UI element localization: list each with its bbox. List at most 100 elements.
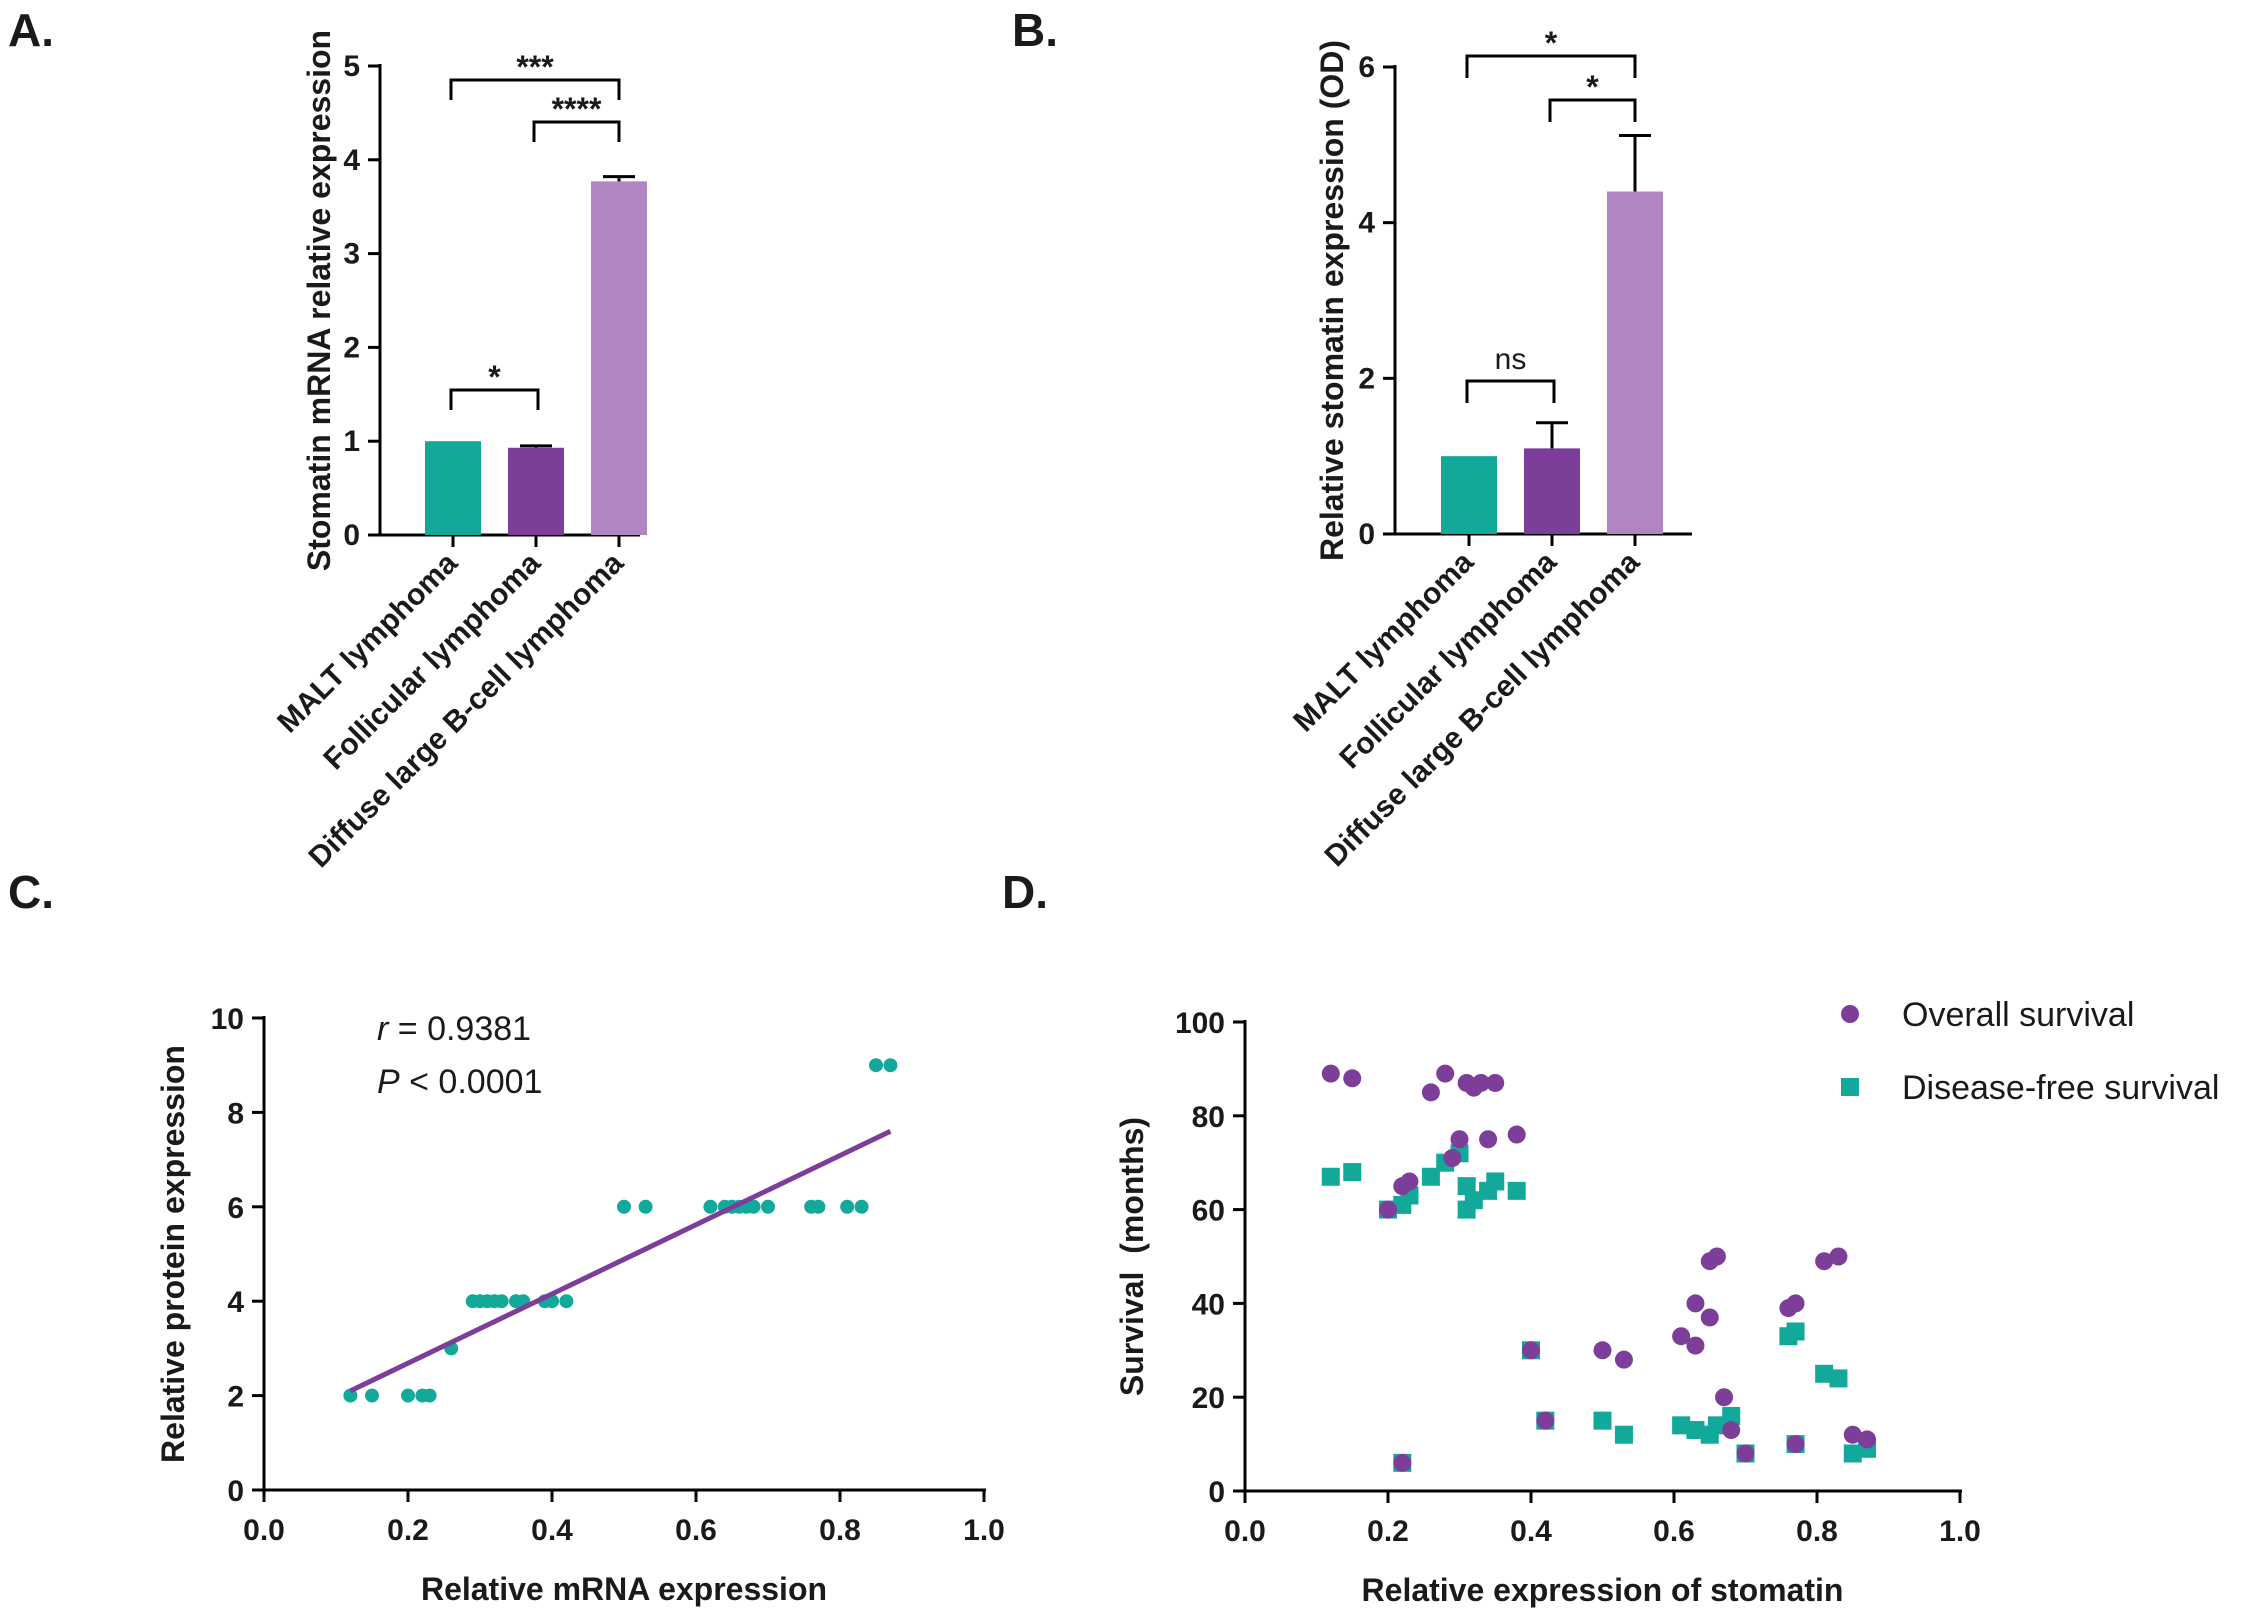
- legend-marker-dfs: [1841, 1078, 1859, 1096]
- data-point: [840, 1199, 855, 1214]
- data-point: [869, 1058, 883, 1073]
- y-axis-title: Relative stomatin expression (OD): [1314, 40, 1350, 561]
- os-point: [1536, 1411, 1555, 1430]
- x-tick-label: 0.8: [819, 1514, 861, 1547]
- correlation-r: r = 0.9381: [377, 1010, 531, 1048]
- panel-label-a: A.: [8, 4, 54, 56]
- significance-label: *: [1586, 69, 1599, 105]
- panel-label-b: B.: [1012, 4, 1058, 56]
- dfs-point: [1686, 1421, 1705, 1440]
- legend-label-overall: Overall survival: [1902, 996, 2134, 1034]
- significance-bracket: [1465, 379, 1556, 403]
- bar: [425, 441, 481, 535]
- dfs-point: [1343, 1163, 1362, 1182]
- significance-bracket: [1465, 54, 1637, 78]
- p-symbol: P: [377, 1063, 400, 1101]
- category-label: Diffuse large B-cell lymphoma: [1318, 545, 1646, 873]
- os-point: [1450, 1130, 1469, 1149]
- os-point: [1393, 1453, 1412, 1472]
- bar: [1441, 456, 1497, 534]
- y-tick-label: 60: [1192, 1195, 1225, 1228]
- significance-bracket: [449, 78, 621, 100]
- chart-d-survival-scatter: 0.0 0.2 0.4 0.6 0.8 1.0 0 20 40 60 80 100 Relative e…: [1114, 996, 2219, 1608]
- significance-label: *: [1545, 25, 1558, 61]
- y-tick-label: 1: [343, 425, 360, 458]
- data-point: [761, 1199, 775, 1214]
- os-point: [1843, 1425, 1862, 1444]
- x-tick-label: 0.4: [531, 1514, 573, 1547]
- y-axis-title: Stomatin mRNA relative expression: [301, 30, 337, 571]
- x-tick-label: 1.0: [963, 1514, 1005, 1547]
- y-tick-label: 0: [1208, 1476, 1225, 1509]
- y-tick-label: 80: [1192, 1101, 1225, 1134]
- x-tick-label: 0.0: [1224, 1515, 1266, 1548]
- os-point: [1672, 1327, 1691, 1346]
- y-tick-label: 4: [343, 144, 360, 177]
- data-point: [854, 1199, 869, 1214]
- data-point: [617, 1199, 631, 1214]
- os-point: [1593, 1341, 1612, 1360]
- dfs-point: [1464, 1191, 1483, 1210]
- os-point: [1343, 1069, 1362, 1088]
- os-point: [1486, 1073, 1505, 1092]
- dfs-point: [1321, 1167, 1340, 1186]
- significance-label: ***: [516, 49, 554, 85]
- y-tick-label: 0: [343, 519, 360, 552]
- bar: [1524, 448, 1580, 534]
- significance-label: *: [488, 359, 501, 395]
- dfs-point: [1843, 1444, 1862, 1463]
- dfs-point: [1707, 1416, 1726, 1435]
- y-tick-label: 4: [227, 1286, 244, 1319]
- os-point: [1715, 1388, 1734, 1407]
- bar: [508, 447, 564, 535]
- dfs-point: [1672, 1416, 1691, 1435]
- x-tick-label: 0.6: [1653, 1515, 1695, 1548]
- os-point: [1707, 1247, 1726, 1266]
- y-tick-label: 2: [227, 1381, 244, 1414]
- os-point: [1479, 1130, 1498, 1149]
- y-tick-label: 100: [1175, 1007, 1225, 1040]
- x-tick-label: 0.6: [675, 1514, 717, 1547]
- dfs-point: [1457, 1177, 1476, 1196]
- bar: [591, 181, 647, 535]
- data-point: [365, 1388, 379, 1403]
- dfs-point: [1421, 1167, 1440, 1186]
- x-tick-label: 0.8: [1796, 1515, 1838, 1548]
- category-label: Diffuse large B-cell lymphoma: [302, 546, 630, 874]
- data-point: [494, 1294, 509, 1309]
- x-tick-label: 0.4: [1510, 1515, 1552, 1548]
- x-axis-title: Relative expression of stomatin: [1362, 1572, 1844, 1608]
- os-point: [1507, 1125, 1526, 1144]
- dfs-point: [1722, 1406, 1741, 1425]
- dfs-point: [1486, 1172, 1505, 1191]
- os-point: [1786, 1435, 1805, 1454]
- y-tick-label: 6: [227, 1192, 244, 1225]
- y-tick-label: 20: [1192, 1382, 1225, 1415]
- y-axis-title: Relative protein expression: [155, 1045, 191, 1463]
- significance-label: ****: [552, 91, 602, 127]
- dfs-point: [1786, 1322, 1805, 1341]
- os-point: [1722, 1421, 1741, 1440]
- data-point: [703, 1199, 718, 1214]
- data-point: [559, 1294, 574, 1309]
- dfs-point: [1815, 1364, 1834, 1383]
- p-value-text: P < 0.0001: [377, 1063, 542, 1101]
- significance-bracket: [449, 388, 540, 410]
- dfs-point: [1614, 1425, 1633, 1444]
- legend-label-dfs: Disease-free survival: [1902, 1069, 2219, 1107]
- os-point: [1421, 1083, 1440, 1102]
- y-tick-label: 5: [343, 50, 360, 83]
- os-point: [1686, 1294, 1705, 1313]
- os-point: [1700, 1308, 1719, 1327]
- os-point: [1522, 1341, 1540, 1360]
- os-point: [1786, 1294, 1805, 1313]
- panel-label-c: C.: [8, 866, 54, 918]
- dfs-point: [1593, 1411, 1612, 1430]
- os-point: [1736, 1444, 1755, 1463]
- os-point: [1858, 1430, 1877, 1449]
- p-value: < 0.0001: [400, 1063, 543, 1101]
- data-point: [746, 1199, 761, 1214]
- x-tick-label: 1.0: [1939, 1515, 1981, 1548]
